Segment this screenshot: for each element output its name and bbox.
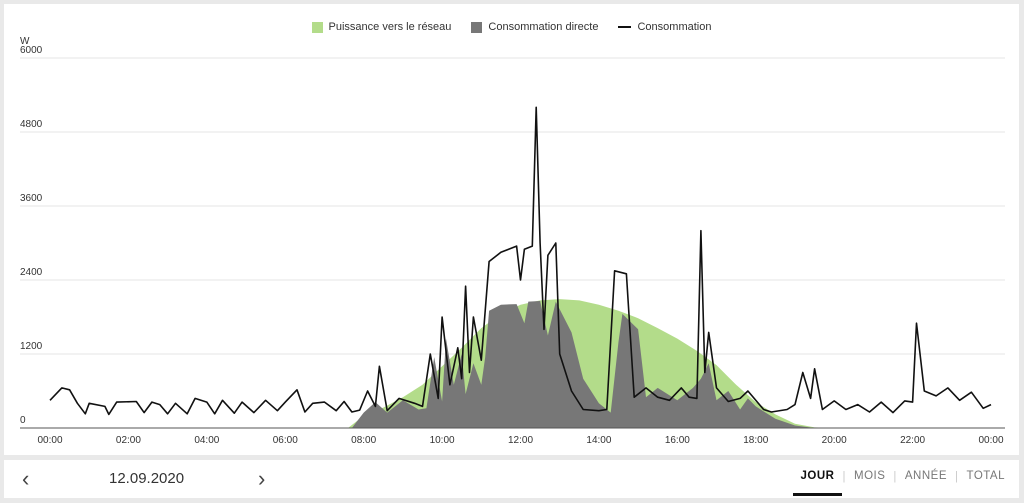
chart-legend: Puissance vers le réseau Consommation di… bbox=[4, 21, 1019, 33]
tab-mois[interactable]: MOIS bbox=[853, 470, 886, 482]
legend-label-direct-consumption: Consommation directe bbox=[488, 21, 599, 33]
x-tick-label: 16:00 bbox=[665, 435, 690, 446]
x-tick-label: 20:00 bbox=[822, 435, 847, 446]
tab-separator: | bbox=[893, 471, 897, 483]
date-navigation-bar: ‹ 12.09.2020 › JOUR | MOIS | ANNÉE | TOT… bbox=[4, 460, 1019, 498]
y-tick-label: 4800 bbox=[20, 119, 43, 130]
x-tick-label: 14:00 bbox=[586, 435, 611, 446]
period-tabs: JOUR | MOIS | ANNÉE | TOTAL bbox=[792, 464, 1013, 496]
x-tick-label: 02:00 bbox=[116, 435, 141, 446]
y-tick-label: 0 bbox=[20, 415, 26, 426]
tab-total[interactable]: TOTAL bbox=[966, 470, 1005, 482]
legend-item-direct-consumption[interactable]: Consommation directe bbox=[471, 21, 598, 33]
tab-separator: | bbox=[955, 471, 959, 483]
tab-separator: | bbox=[842, 471, 846, 483]
y-tick-label: 6000 bbox=[20, 45, 43, 56]
chevron-left-icon[interactable]: ‹ bbox=[22, 466, 30, 491]
legend-item-consumption[interactable]: Consommation bbox=[618, 21, 711, 33]
chart-card: Puissance vers le réseau Consommation di… bbox=[4, 4, 1019, 455]
legend-swatch-grid-feed bbox=[311, 21, 323, 33]
y-tick-label: 3600 bbox=[20, 193, 43, 204]
x-tick-label: 00:00 bbox=[978, 435, 1003, 446]
tab-jour[interactable]: JOUR bbox=[792, 464, 843, 496]
legend-label-consumption: Consommation bbox=[637, 21, 712, 33]
legend-label-grid-feed: Puissance vers le réseau bbox=[328, 21, 452, 33]
y-tick-label: 2400 bbox=[20, 267, 43, 278]
y-axis-label: W bbox=[20, 36, 30, 47]
x-tick-label: 10:00 bbox=[430, 435, 455, 446]
x-tick-label: 18:00 bbox=[743, 435, 768, 446]
chevron-right-icon[interactable]: › bbox=[258, 466, 266, 491]
legend-item-grid-feed[interactable]: Puissance vers le réseau bbox=[311, 21, 452, 33]
x-tick-label: 00:00 bbox=[37, 435, 62, 446]
x-tick-label: 04:00 bbox=[194, 435, 219, 446]
x-tick-label: 08:00 bbox=[351, 435, 376, 446]
y-tick-label: 1200 bbox=[20, 341, 43, 352]
chart-plot: 6000 4800 3600 2400 1200 0 W 00:00 02:00 04:00 06:… bbox=[20, 36, 1005, 446]
direct-consumption-area bbox=[50, 301, 991, 428]
x-tick-label: 22:00 bbox=[900, 435, 925, 446]
x-tick-label: 06:00 bbox=[273, 435, 298, 446]
tab-annee[interactable]: ANNÉE bbox=[904, 470, 947, 482]
current-date: 12.09.2020 bbox=[109, 470, 185, 487]
consumption-line bbox=[49, 106, 992, 416]
legend-swatch-consumption bbox=[618, 26, 632, 28]
x-tick-label: 12:00 bbox=[508, 435, 533, 446]
legend-swatch-direct-consumption bbox=[471, 21, 483, 33]
